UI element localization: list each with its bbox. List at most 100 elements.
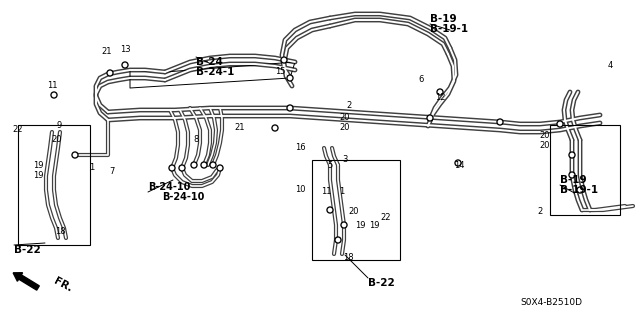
Circle shape [124, 63, 127, 67]
Text: 21: 21 [102, 48, 112, 56]
Circle shape [337, 238, 340, 242]
Text: B-22: B-22 [14, 245, 41, 255]
Circle shape [497, 119, 503, 125]
Text: 3: 3 [342, 155, 348, 165]
Circle shape [51, 92, 57, 98]
Circle shape [202, 163, 205, 167]
Text: B-24-10: B-24-10 [162, 192, 204, 202]
Circle shape [455, 160, 461, 166]
Text: 20: 20 [540, 142, 550, 151]
Text: 20: 20 [52, 136, 62, 145]
Circle shape [108, 71, 111, 75]
Circle shape [287, 105, 293, 111]
Text: 4: 4 [607, 61, 612, 70]
Circle shape [577, 187, 583, 193]
Circle shape [281, 57, 287, 63]
Text: 5: 5 [328, 160, 333, 169]
Circle shape [191, 162, 197, 168]
Text: 19: 19 [355, 220, 365, 229]
Text: 22: 22 [13, 125, 23, 135]
Circle shape [558, 122, 562, 126]
Bar [18, 125, 90, 245]
Text: 8: 8 [193, 136, 198, 145]
Circle shape [438, 90, 442, 94]
Circle shape [570, 173, 573, 177]
Circle shape [437, 89, 443, 95]
Circle shape [210, 162, 216, 168]
Circle shape [499, 120, 502, 124]
Circle shape [273, 126, 276, 130]
Circle shape [217, 165, 223, 171]
Text: 20: 20 [349, 207, 359, 217]
Circle shape [335, 237, 341, 243]
Circle shape [170, 166, 173, 170]
Text: 14: 14 [454, 160, 464, 169]
Bar [312, 160, 400, 260]
Text: 21: 21 [235, 123, 245, 132]
Text: B-19: B-19 [560, 175, 587, 185]
Circle shape [327, 207, 333, 213]
Text: B-19-1: B-19-1 [560, 185, 598, 195]
Text: 11: 11 [321, 188, 332, 197]
Circle shape [211, 163, 214, 167]
Text: B-22: B-22 [368, 278, 395, 288]
Circle shape [179, 165, 185, 171]
Text: 22: 22 [381, 212, 391, 221]
Text: 18: 18 [54, 227, 65, 236]
Text: B-24: B-24 [196, 57, 223, 67]
Circle shape [456, 161, 460, 165]
Circle shape [107, 70, 113, 76]
Circle shape [74, 153, 77, 157]
Text: B-24-10: B-24-10 [148, 182, 190, 192]
Circle shape [282, 58, 285, 62]
Text: 19: 19 [33, 172, 44, 181]
Text: 10: 10 [295, 186, 305, 195]
Circle shape [287, 75, 293, 81]
Text: 20: 20 [540, 130, 550, 139]
Circle shape [570, 153, 573, 157]
Circle shape [289, 76, 292, 80]
Text: 12: 12 [435, 93, 445, 102]
Text: 19: 19 [369, 220, 380, 229]
FancyArrow shape [13, 273, 39, 290]
Circle shape [342, 223, 346, 227]
Text: 9: 9 [56, 122, 61, 130]
Circle shape [72, 152, 78, 158]
Circle shape [272, 125, 278, 131]
Text: 11: 11 [47, 80, 57, 90]
Circle shape [180, 166, 184, 170]
Text: 13: 13 [120, 44, 131, 54]
Bar [550, 125, 620, 215]
Text: 7: 7 [109, 167, 115, 176]
Circle shape [193, 163, 196, 167]
Circle shape [218, 166, 221, 170]
Circle shape [569, 152, 575, 158]
Circle shape [341, 222, 347, 228]
Text: B-24-1: B-24-1 [196, 67, 234, 77]
Text: 18: 18 [342, 254, 353, 263]
Text: S0X4-B2510D: S0X4-B2510D [520, 298, 582, 307]
Text: FR.: FR. [52, 276, 74, 294]
Circle shape [428, 116, 431, 120]
Text: B-19-1: B-19-1 [430, 24, 468, 34]
Circle shape [328, 208, 332, 211]
Text: 20: 20 [340, 114, 350, 122]
Text: 2: 2 [538, 207, 543, 217]
Text: 20: 20 [340, 123, 350, 132]
Circle shape [201, 162, 207, 168]
Text: 16: 16 [294, 144, 305, 152]
Circle shape [579, 188, 582, 192]
Circle shape [169, 165, 175, 171]
Text: 1: 1 [339, 188, 344, 197]
Text: 1: 1 [90, 164, 95, 173]
Circle shape [52, 93, 56, 97]
Text: 2: 2 [346, 100, 351, 109]
Circle shape [569, 172, 575, 178]
Text: B-19: B-19 [430, 14, 456, 24]
Circle shape [427, 115, 433, 121]
Text: 15: 15 [275, 68, 285, 77]
Circle shape [122, 62, 128, 68]
Text: 19: 19 [33, 160, 44, 169]
Circle shape [557, 121, 563, 127]
Text: 6: 6 [419, 76, 424, 85]
